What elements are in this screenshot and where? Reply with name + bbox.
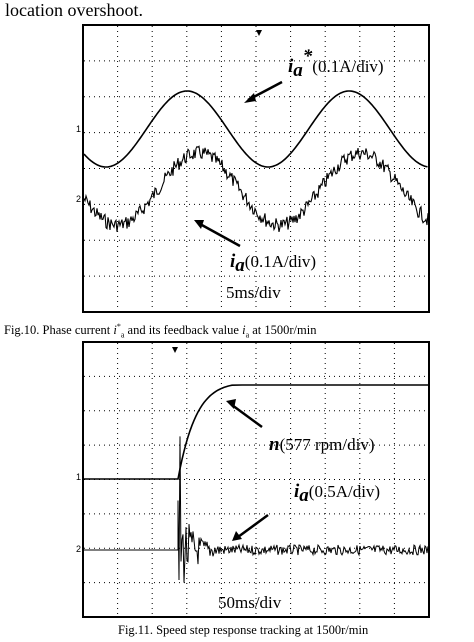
fig10-trigger-marker [256, 30, 262, 36]
fig10-feedback-current-trace [83, 145, 429, 233]
fig10-arrow-fb [199, 222, 241, 248]
fig11-speed-trace [84, 384, 428, 480]
fig10-ch1-marker: 1 [76, 124, 81, 134]
fig11-ch2-marker: 2 [76, 544, 81, 554]
fig11-trigger-marker [172, 347, 178, 353]
fig11-current-label: ia(0.5A/div) [294, 481, 380, 506]
fig11-oscillogram: 1 2 n(577 rpm/div) ia(0.5A/div) 50ms/div [76, 341, 430, 618]
fig11-current-trace [84, 436, 429, 583]
fig11-speed-label: n(577 rpm/div) [269, 434, 374, 455]
fig10-caption: Fig.10. Phase current i*a and its feedba… [4, 322, 317, 340]
fig10-ch2-marker: 2 [76, 194, 81, 204]
fig11-ch1-marker: 1 [76, 472, 81, 482]
fig10-reference-current-trace [83, 90, 428, 168]
top-text: location overshoot. [5, 0, 143, 20]
fig11-caption: Fig.11. Speed step response tracking at … [118, 623, 369, 637]
fig10-ref-label: ia*(0.1A/div) [288, 46, 384, 81]
fig11-arrow-speed [231, 403, 263, 429]
fig11-timebase: 50ms/div [218, 593, 282, 612]
fig10-timebase: 5ms/div [226, 283, 281, 302]
fig10-fb-label: ia(0.1A/div) [230, 251, 316, 276]
fig11-arrow-current [237, 513, 269, 539]
fig10-oscillogram: 1 2 ia*(0.1A/div) ia(0.1A/div) 5ms/div [76, 24, 430, 313]
